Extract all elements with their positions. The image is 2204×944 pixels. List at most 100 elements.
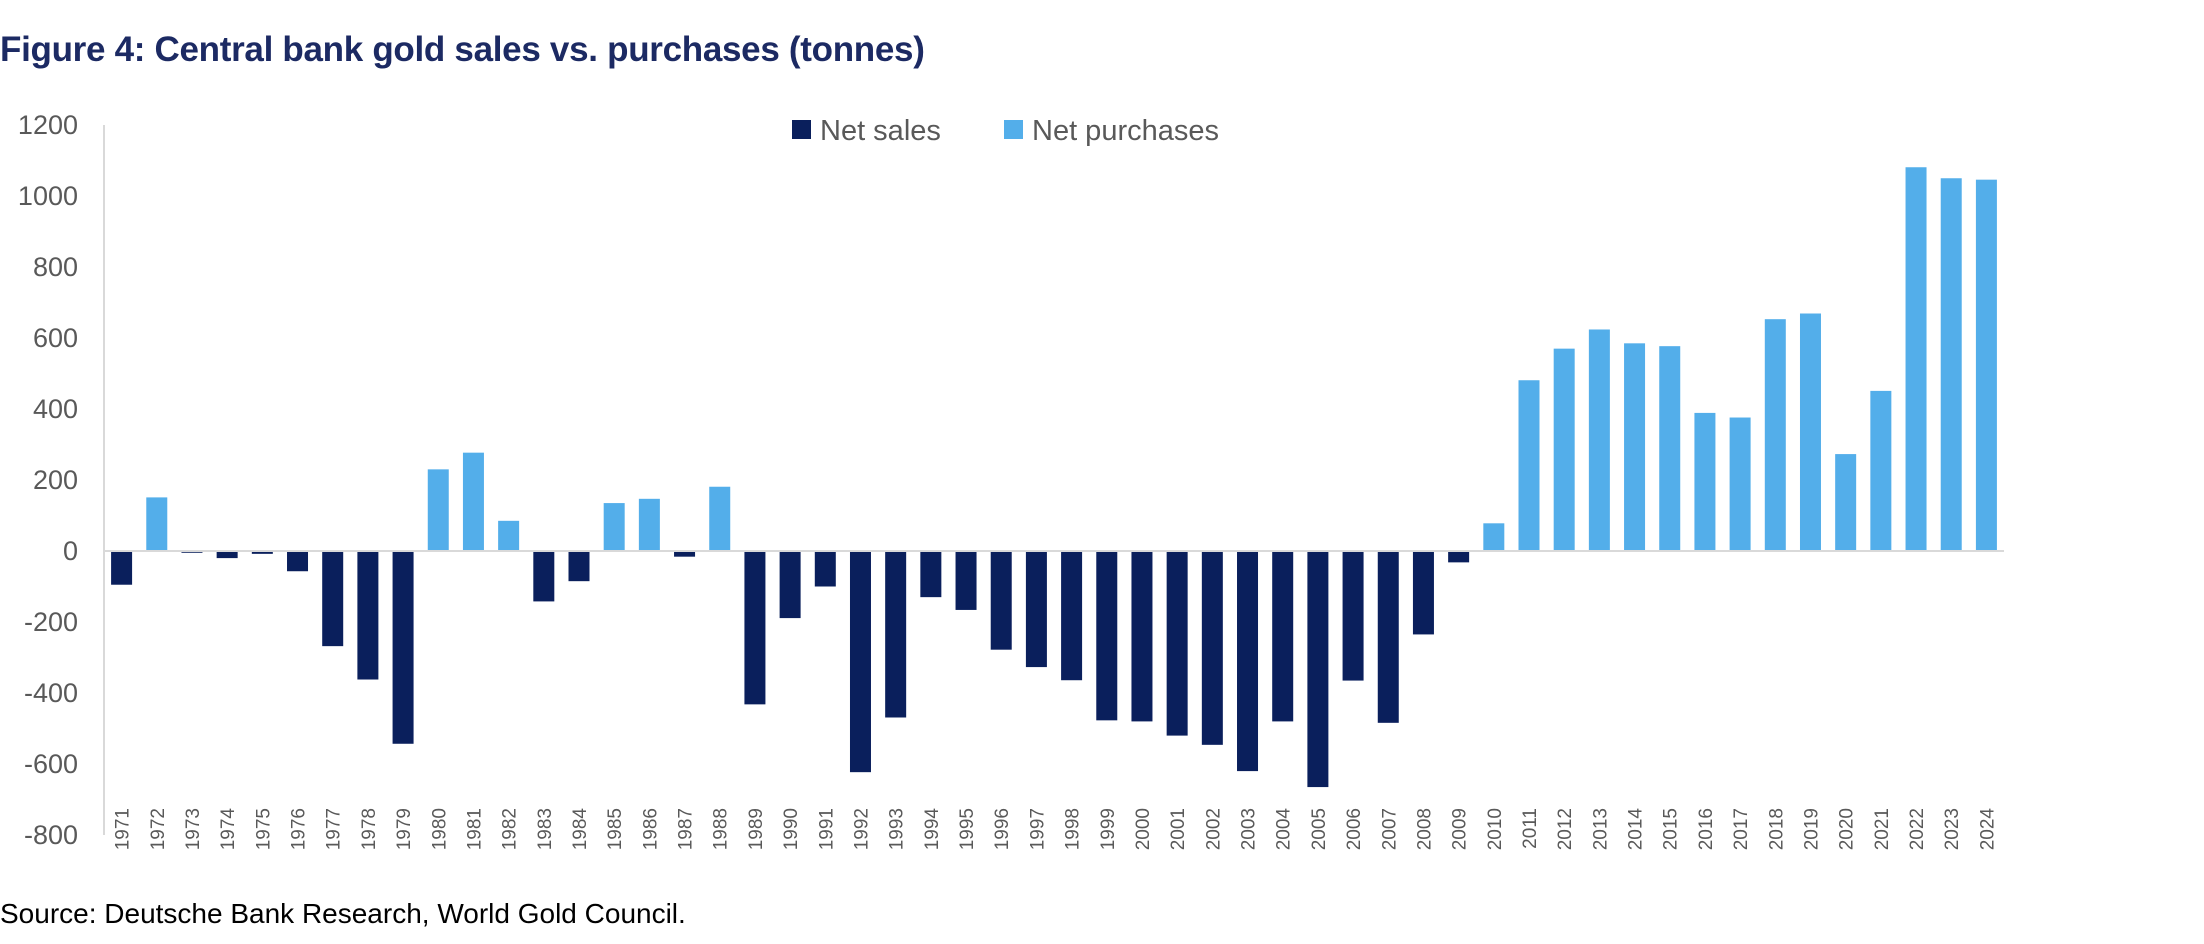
bar-net-sales-1994: [920, 551, 942, 598]
x-tick-label: 2017: [1731, 808, 1752, 850]
bar-net-purchases-2015: [1659, 346, 1681, 551]
y-tick-label: 1000: [18, 181, 78, 211]
bar-net-purchases-1980: [427, 469, 449, 551]
bar-net-sales-1991: [814, 551, 836, 587]
bar-net-sales-1997: [1025, 551, 1047, 668]
bar-net-sales-1976: [287, 551, 309, 572]
x-tick-label: 1979: [394, 808, 415, 850]
bar-net-sales-2007: [1377, 551, 1399, 723]
x-tick-label: 2024: [1977, 808, 1998, 851]
x-tick-label: 2015: [1661, 808, 1682, 850]
x-tick-label: 1991: [816, 808, 837, 850]
x-tick-label: 2002: [1203, 808, 1224, 850]
x-tick-label: 2008: [1414, 808, 1435, 850]
bar-net-sales-2003: [1237, 551, 1259, 772]
bar-net-purchases-2011: [1518, 380, 1540, 551]
x-tick-label: 1995: [957, 808, 978, 850]
x-tick-label: 2019: [1801, 808, 1822, 850]
legend-swatch-net-purchases: [1004, 120, 1023, 139]
x-axis: 1971 1972 1973 1974 1975 1976 1977 1978 1979 1980…: [113, 808, 1999, 851]
x-tick-label: 1981: [464, 808, 485, 850]
bars: [111, 167, 1997, 788]
legend-label-net-purchases: Net purchases: [1032, 115, 1219, 147]
x-tick-label: 1994: [922, 808, 943, 851]
x-tick-label: 2014: [1626, 808, 1647, 851]
legend-label-net-sales: Net sales: [820, 115, 941, 147]
source-note: Source: Deutsche Bank Research, World Go…: [0, 898, 686, 929]
bar-net-purchases-2013: [1588, 329, 1610, 551]
x-tick-label: 1989: [746, 808, 767, 850]
x-tick-label: 1975: [253, 808, 274, 850]
x-tick-label: 1999: [1098, 808, 1119, 850]
x-tick-label: 2004: [1274, 808, 1295, 851]
x-tick-label: 2005: [1309, 808, 1330, 850]
bar-net-sales-1978: [357, 551, 379, 680]
x-tick-label: 1988: [711, 808, 732, 850]
bar-net-purchases-1986: [638, 498, 660, 551]
x-tick-label: 1973: [183, 808, 204, 850]
bar-net-purchases-2023: [1940, 178, 1962, 551]
bar-net-purchases-2024: [1975, 179, 1997, 552]
x-tick-label: 2018: [1766, 808, 1787, 850]
x-tick-label: 2013: [1590, 808, 1611, 850]
bar-net-sales-1989: [744, 551, 766, 705]
x-tick-label: 1990: [781, 808, 802, 850]
x-tick-label: 2001: [1168, 808, 1189, 850]
x-tick-label: 2000: [1133, 808, 1154, 850]
legend-swatch-net-sales: [792, 120, 811, 139]
bar-net-purchases-2012: [1553, 348, 1575, 551]
x-tick-label: 2011: [1520, 808, 1541, 849]
x-tick-label: 2021: [1872, 808, 1893, 850]
x-tick-label: 1996: [992, 808, 1013, 850]
bar-net-purchases-2020: [1835, 454, 1857, 551]
bar-net-sales-1977: [322, 551, 344, 647]
x-tick-label: 1984: [570, 808, 591, 851]
x-tick-label: 1987: [676, 808, 697, 850]
bar-net-sales-2001: [1166, 551, 1188, 736]
x-tick-label: 1997: [1027, 808, 1048, 850]
y-tick-label: 200: [33, 465, 78, 495]
bar-net-purchases-2021: [1870, 390, 1892, 551]
bar-net-purchases-2010: [1483, 523, 1505, 551]
y-tick-label: 600: [33, 323, 78, 353]
y-tick-label: -600: [24, 749, 78, 779]
bar-net-sales-1974: [216, 551, 238, 559]
y-tick-label: 400: [33, 394, 78, 424]
x-tick-label: 1993: [887, 808, 908, 850]
legend: Net sales Net purchases: [792, 115, 1219, 147]
bar-net-sales-1993: [885, 551, 907, 718]
bar-net-purchases-2014: [1624, 343, 1646, 551]
x-tick-label: 1985: [605, 808, 626, 850]
bar-net-purchases-2019: [1799, 313, 1821, 551]
bar-net-sales-1979: [392, 551, 414, 744]
bar-net-purchases-2018: [1764, 319, 1786, 551]
x-tick-label: 2007: [1379, 808, 1400, 850]
x-tick-label: 2012: [1555, 808, 1576, 850]
y-tick-label: -800: [24, 820, 78, 850]
bar-net-sales-2008: [1412, 551, 1434, 635]
y-tick-label: 1200: [18, 110, 78, 140]
x-tick-label: 2003: [1239, 808, 1260, 850]
bar-net-purchases-2022: [1905, 167, 1927, 551]
y-tick-label: -400: [24, 678, 78, 708]
bar-net-sales-2005: [1307, 551, 1329, 788]
y-tick-label: -200: [24, 607, 78, 637]
bar-net-sales-2000: [1131, 551, 1153, 722]
bar-net-sales-1984: [568, 551, 590, 582]
x-tick-label: 1982: [500, 808, 521, 850]
bar-net-purchases-2017: [1729, 417, 1751, 551]
x-tick-label: 1998: [1063, 808, 1084, 850]
bar-net-sales-2002: [1201, 551, 1223, 745]
x-tick-label: 1971: [113, 808, 134, 850]
bar-net-purchases-2016: [1694, 412, 1716, 551]
bar-net-sales-1992: [849, 551, 871, 773]
x-tick-label: 1976: [289, 808, 310, 850]
bar-net-sales-2006: [1342, 551, 1364, 681]
bar-net-sales-1975: [251, 551, 273, 554]
bar-net-sales-1996: [990, 551, 1012, 650]
x-tick-label: 2020: [1837, 808, 1858, 850]
y-tick-label: 0: [63, 536, 78, 566]
bar-net-sales-2009: [1448, 551, 1470, 563]
bar-net-purchases-1988: [709, 486, 731, 551]
x-tick-label: 1974: [218, 808, 239, 851]
